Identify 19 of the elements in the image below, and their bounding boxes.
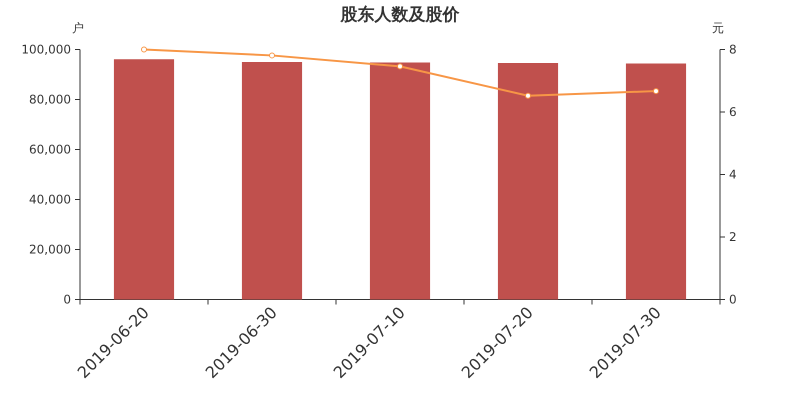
point [141,46,147,52]
y-tick-label: 80,000 [29,92,71,106]
y2-tick-label: 4 [729,168,737,182]
y2-tick-label: 8 [729,42,737,56]
y2-tick-label: 0 [729,292,737,306]
y2-tick-label: 6 [729,105,737,119]
y-tick-label: 40,000 [29,192,71,206]
y-tick-label: 0 [63,292,71,306]
y2-axis-title: 元 [712,21,724,35]
point [269,52,275,58]
chart-title: 股东人数及股价 [340,5,460,25]
point [397,63,403,70]
point [653,88,659,94]
y2-tick-label: 2 [729,230,737,244]
point [525,92,531,99]
y-tick-label: 60,000 [29,142,71,156]
y-tick-label: 20,000 [29,242,71,256]
y-tick-label: 100,000 [21,42,71,56]
y-axis-title: 户 [72,21,84,35]
